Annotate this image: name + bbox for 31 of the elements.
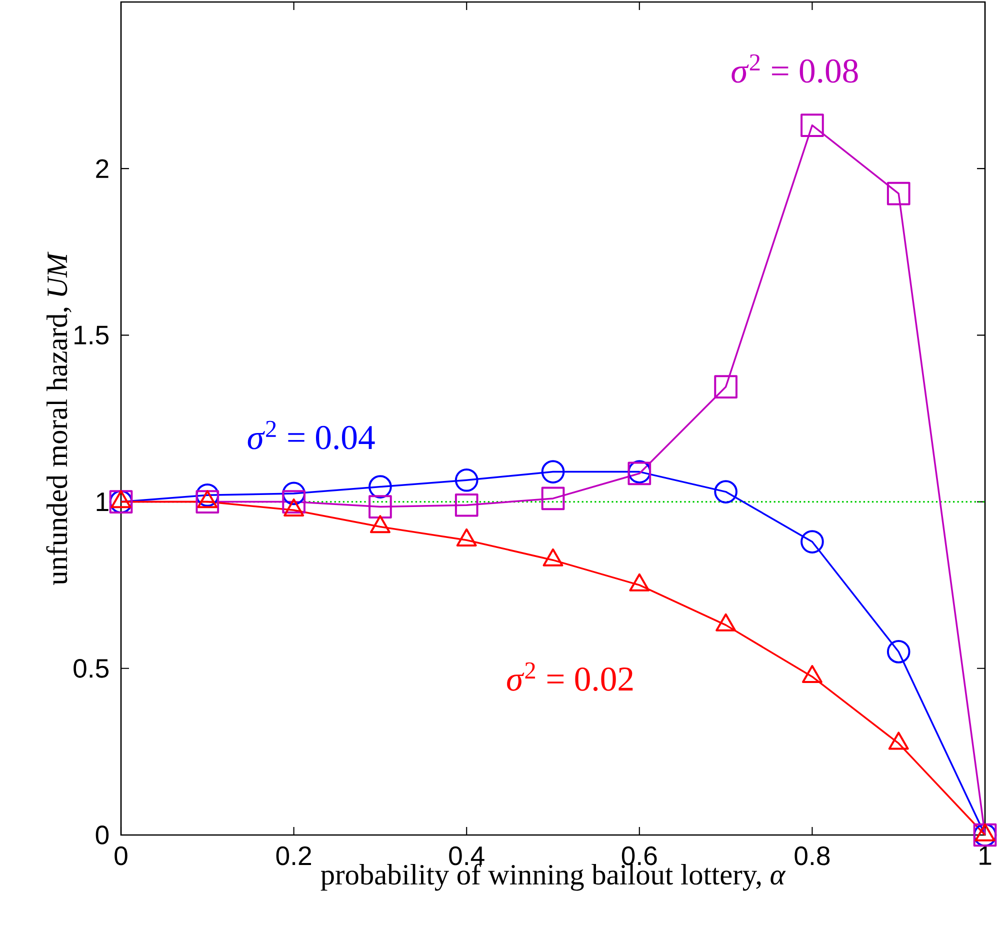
point (800, 530, 824, 554)
x-tick-label: 0 (114, 846, 128, 866)
point (714, 375, 738, 398)
y-axis-title: unfunded moral hazard, UM (46, 252, 72, 585)
point (886, 182, 910, 206)
point (282, 482, 306, 506)
annotation: σ$^{2}$ = 0.04 (248, 420, 375, 450)
x-tick-label: 0.4 (449, 846, 484, 866)
x-tick-label: 0.6 (622, 846, 657, 866)
point (196, 483, 220, 507)
point (886, 640, 910, 664)
y-tick-label: 1.5 (74, 326, 109, 344)
y-tick-label: 2 (96, 159, 108, 178)
y-tick-label: 1 (96, 492, 108, 511)
point (800, 114, 824, 137)
annotation: σ$^{2}$ = 0.02 (507, 662, 633, 692)
point (196, 490, 220, 514)
y-tick-label: 0.5 (74, 658, 109, 678)
y-tick-label: 0 (96, 826, 109, 844)
annotation: σ$^{2}$ = 0.08 (732, 54, 858, 83)
x-tick-label: 0.2 (276, 846, 311, 866)
point (541, 486, 565, 510)
point (282, 490, 306, 514)
point (541, 460, 565, 484)
point (368, 475, 392, 498)
point (714, 480, 738, 504)
point (368, 495, 392, 518)
point (454, 468, 478, 492)
x-tick-label: 1 (980, 846, 992, 865)
point (454, 493, 478, 517)
x-tick-label: 0.8 (794, 846, 830, 866)
